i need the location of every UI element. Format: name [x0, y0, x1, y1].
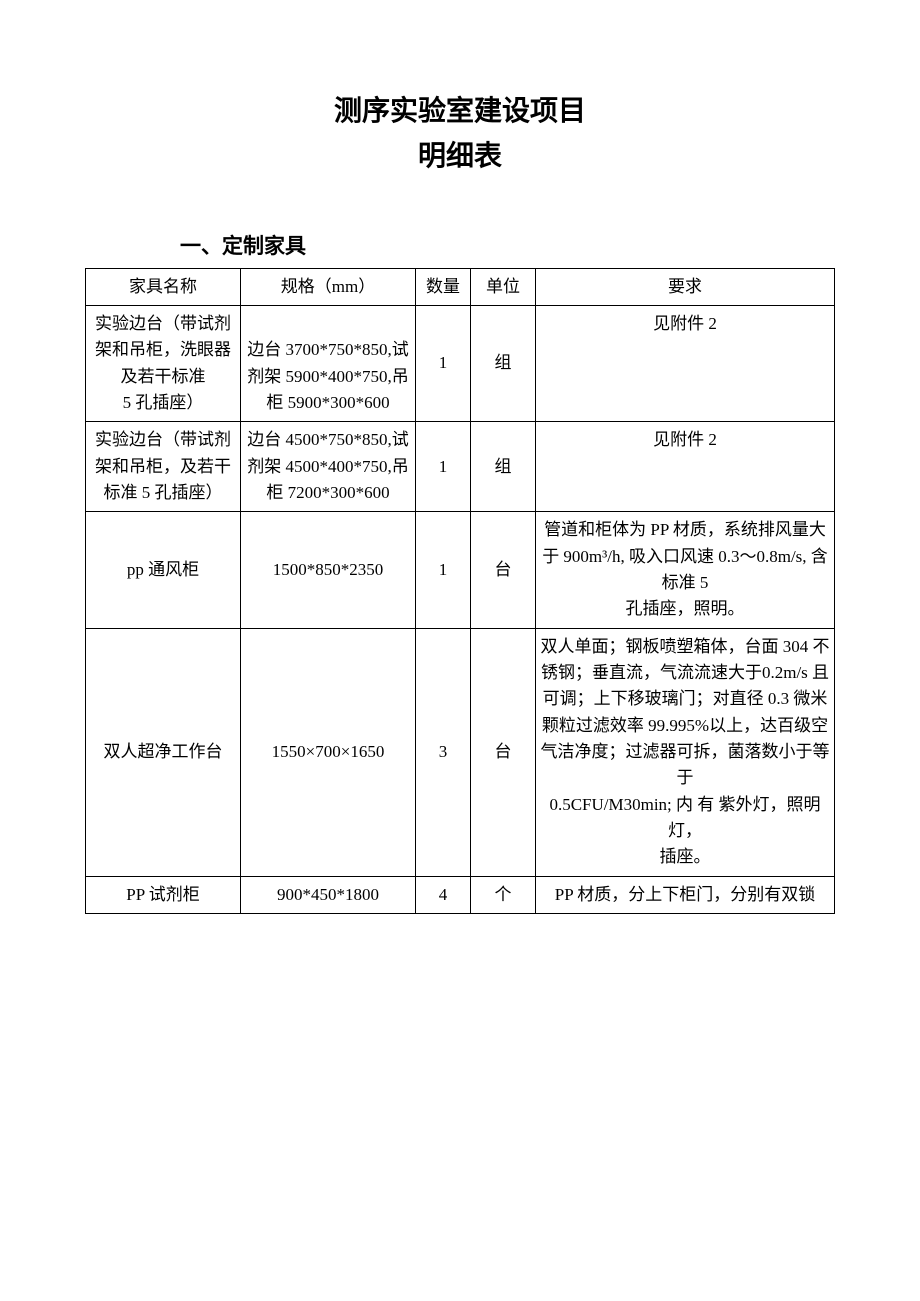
col-header-req: 要求: [536, 268, 835, 305]
cell-unit: 台: [471, 628, 536, 876]
cell-qty: 4: [416, 876, 471, 913]
cell-qty: 1: [416, 422, 471, 512]
cell-spec: 900*450*1800: [241, 876, 416, 913]
furniture-table: 家具名称 规格（mm） 数量 单位 要求 实验边台（带试剂架和吊柜，洗眼器及若干…: [85, 268, 835, 915]
table-row: 双人超净工作台 1550×700×1650 3 台 双人单面；钢板喷塑箱体，台面…: [86, 628, 835, 876]
table-body: 实验边台（带试剂架和吊柜，洗眼器及若干标准5 孔插座） 边台 3700*750*…: [86, 305, 835, 913]
col-header-qty: 数量: [416, 268, 471, 305]
table-row: PP 试剂柜 900*450*1800 4 个 PP 材质，分上下柜门，分别有双…: [86, 876, 835, 913]
cell-name: pp 通风柜: [86, 512, 241, 628]
cell-name: PP 试剂柜: [86, 876, 241, 913]
cell-req: PP 材质，分上下柜门，分别有双锁: [536, 876, 835, 913]
cell-spec: 边台 3700*750*850,试剂架 5900*400*750,吊柜 5900…: [241, 305, 416, 421]
cell-spec: 边台 4500*750*850,试剂架 4500*400*750,吊柜 7200…: [241, 422, 416, 512]
cell-name: 实验边台（带试剂架和吊柜，洗眼器及若干标准5 孔插座）: [86, 305, 241, 421]
title-sub: 明细表: [85, 135, 835, 180]
cell-spec: 1550×700×1650: [241, 628, 416, 876]
cell-req: 见附件 2: [536, 305, 835, 421]
title-main: 测序实验室建设项目: [85, 90, 835, 135]
col-header-name: 家具名称: [86, 268, 241, 305]
cell-req: 见附件 2: [536, 422, 835, 512]
cell-req: 管道和柜体为 PP 材质，系统排风量大于 900m³/h, 吸入口风速 0.3～…: [536, 512, 835, 628]
section-1-heading: 一、定制家具: [180, 230, 835, 260]
col-header-unit: 单位: [471, 268, 536, 305]
document-title-block: 测序实验室建设项目 明细表: [85, 90, 835, 180]
cell-name: 双人超净工作台: [86, 628, 241, 876]
cell-req: 双人单面；钢板喷塑箱体，台面 304 不锈钢；垂直流，气流流速大于0.2m/s …: [536, 628, 835, 876]
table-row: 实验边台（带试剂架和吊柜，洗眼器及若干标准5 孔插座） 边台 3700*750*…: [86, 305, 835, 421]
table-row: 实验边台（带试剂架和吊柜，及若干标准 5 孔插座） 边台 4500*750*85…: [86, 422, 835, 512]
cell-qty: 1: [416, 512, 471, 628]
cell-unit: 组: [471, 422, 536, 512]
cell-unit: 台: [471, 512, 536, 628]
col-header-spec: 规格（mm）: [241, 268, 416, 305]
cell-unit: 组: [471, 305, 536, 421]
cell-unit: 个: [471, 876, 536, 913]
table-row: pp 通风柜 1500*850*2350 1 台 管道和柜体为 PP 材质，系统…: [86, 512, 835, 628]
cell-spec: 1500*850*2350: [241, 512, 416, 628]
cell-qty: 1: [416, 305, 471, 421]
table-header-row: 家具名称 规格（mm） 数量 单位 要求: [86, 268, 835, 305]
cell-name: 实验边台（带试剂架和吊柜，及若干标准 5 孔插座）: [86, 422, 241, 512]
cell-qty: 3: [416, 628, 471, 876]
